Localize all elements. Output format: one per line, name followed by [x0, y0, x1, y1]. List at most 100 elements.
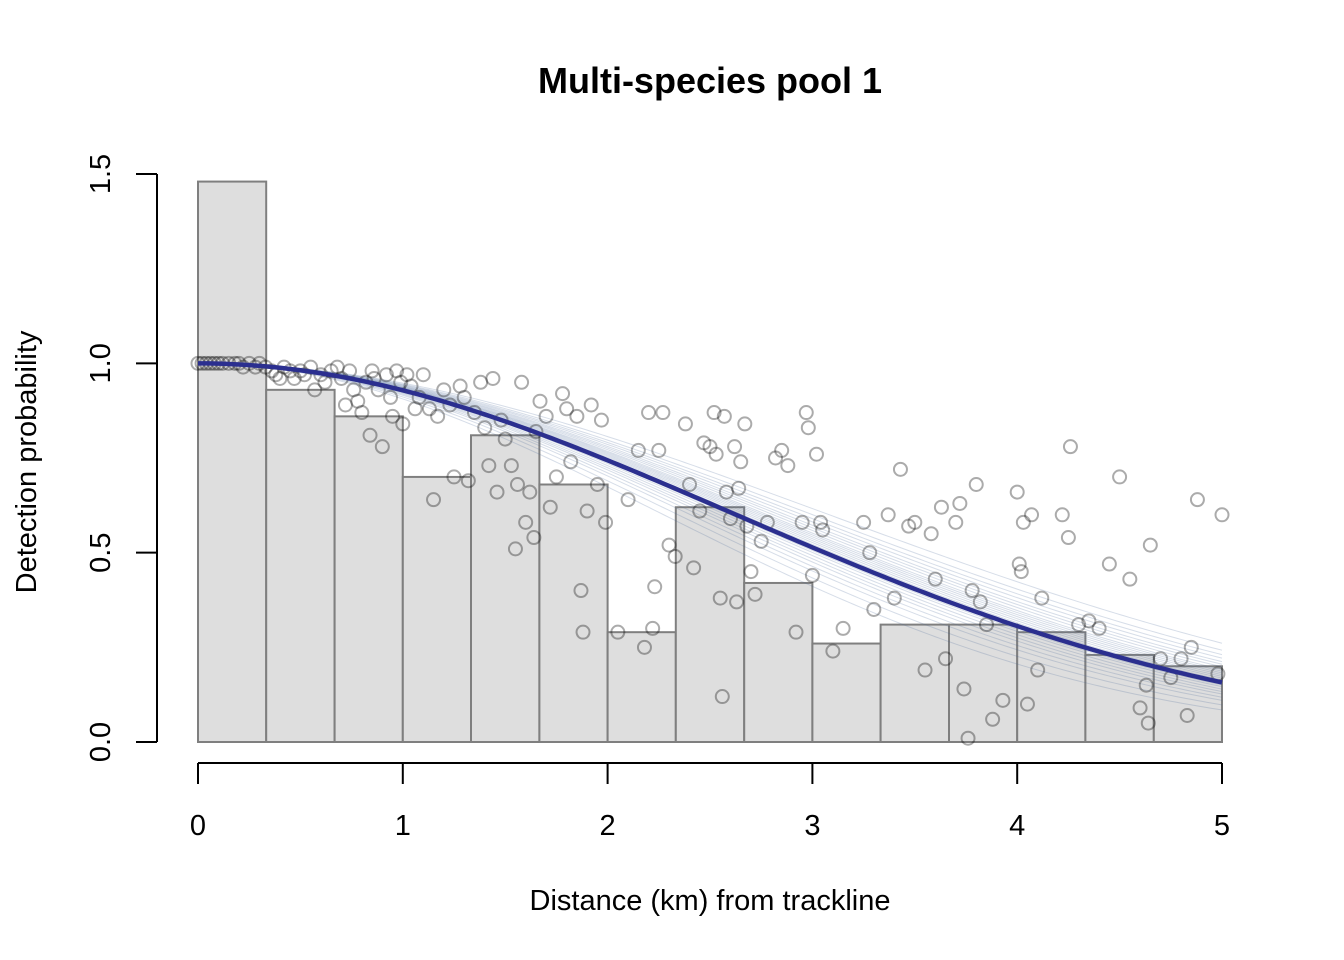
data-points	[190, 355, 1230, 746]
data-point	[1122, 571, 1138, 587]
data-point	[901, 518, 917, 534]
bootstrap-curve-4	[197, 362, 1223, 698]
bootstrap-curve-22	[197, 362, 1223, 659]
histogram-bar-10	[811, 642, 882, 744]
data-point	[542, 499, 558, 515]
data-point	[729, 594, 745, 610]
bootstrap-curve-19	[197, 362, 1223, 668]
data-point	[655, 405, 671, 421]
data-point	[808, 446, 824, 462]
data-point	[794, 514, 810, 530]
data-point	[813, 514, 829, 530]
histogram-bar-7	[606, 631, 677, 743]
data-point	[1054, 507, 1070, 523]
data-point	[1173, 651, 1189, 667]
bootstrap-curve-20	[197, 362, 1223, 665]
data-point	[800, 420, 816, 436]
data-point	[774, 442, 790, 458]
histogram-bar-13	[1016, 631, 1087, 743]
histogram-bar-3	[333, 415, 404, 743]
data-point	[430, 408, 446, 424]
data-point	[747, 586, 763, 602]
data-point	[862, 545, 878, 561]
chart-title: Multi-species pool 1	[538, 60, 882, 101]
data-point	[968, 477, 984, 493]
data-point	[374, 439, 390, 455]
data-point	[798, 405, 814, 421]
data-point	[522, 484, 538, 500]
data-point	[346, 382, 362, 398]
data-point	[272, 370, 288, 386]
x-tick-label: 1	[395, 810, 411, 842]
data-point	[364, 363, 380, 379]
data-point	[692, 503, 708, 519]
x-tick-label: 3	[804, 810, 820, 842]
data-point	[978, 617, 994, 633]
data-point	[620, 492, 636, 508]
data-point	[1030, 662, 1046, 678]
data-point	[682, 477, 698, 493]
data-point	[307, 382, 323, 398]
histogram-bar-11	[879, 623, 951, 744]
data-point	[593, 412, 609, 428]
data-point	[526, 530, 542, 546]
data-point	[880, 507, 896, 523]
data-point	[1142, 537, 1158, 553]
data-point	[473, 374, 489, 390]
data-point	[426, 492, 442, 508]
data-point	[1071, 617, 1087, 633]
data-point	[509, 477, 525, 493]
data-point	[1015, 514, 1031, 530]
bootstrap-curve-21	[197, 362, 1223, 663]
data-point	[460, 473, 476, 489]
data-point	[598, 514, 614, 530]
y-axis: 0.0 0.5 1.0 1.5	[85, 154, 158, 762]
data-point	[825, 643, 841, 659]
data-point	[264, 363, 280, 379]
data-point	[835, 620, 851, 636]
data-point	[514, 374, 530, 390]
data-point	[645, 620, 661, 636]
data-point	[1062, 439, 1078, 455]
data-point	[696, 435, 712, 451]
data-point	[815, 522, 831, 538]
data-point	[421, 401, 437, 417]
data-point	[1009, 484, 1025, 500]
data-point	[1011, 556, 1027, 572]
data-point	[727, 439, 743, 455]
bootstrap-curve-3	[197, 362, 1223, 701]
histogram-bar-5	[469, 434, 541, 743]
data-point	[938, 651, 954, 667]
data-point	[354, 405, 370, 421]
data-point	[456, 389, 472, 405]
data-point	[569, 408, 585, 424]
data-point	[948, 514, 964, 530]
data-point	[1060, 530, 1076, 546]
data-point	[399, 367, 415, 383]
histogram-bars	[197, 180, 1224, 744]
data-point	[753, 533, 769, 549]
data-point	[489, 484, 505, 500]
data-point	[743, 564, 759, 580]
data-point	[647, 579, 663, 595]
data-point	[927, 571, 943, 587]
x-axis-label: Distance (km) from trackline	[530, 885, 891, 917]
data-point	[923, 526, 939, 542]
histogram-bar-6	[538, 483, 609, 743]
data-point	[1214, 507, 1230, 523]
data-point	[296, 367, 312, 383]
bootstrap-curve-23	[197, 362, 1223, 656]
data-point	[952, 495, 968, 511]
data-point	[788, 624, 804, 640]
data-point	[985, 711, 1001, 727]
histogram-bar-1	[197, 180, 268, 744]
data-point	[956, 681, 972, 697]
data-point	[677, 416, 693, 432]
data-point	[497, 431, 513, 447]
data-point	[1019, 696, 1035, 712]
data-point	[964, 583, 980, 599]
data-point	[972, 594, 988, 610]
data-point	[323, 363, 339, 379]
data-point	[555, 386, 571, 402]
